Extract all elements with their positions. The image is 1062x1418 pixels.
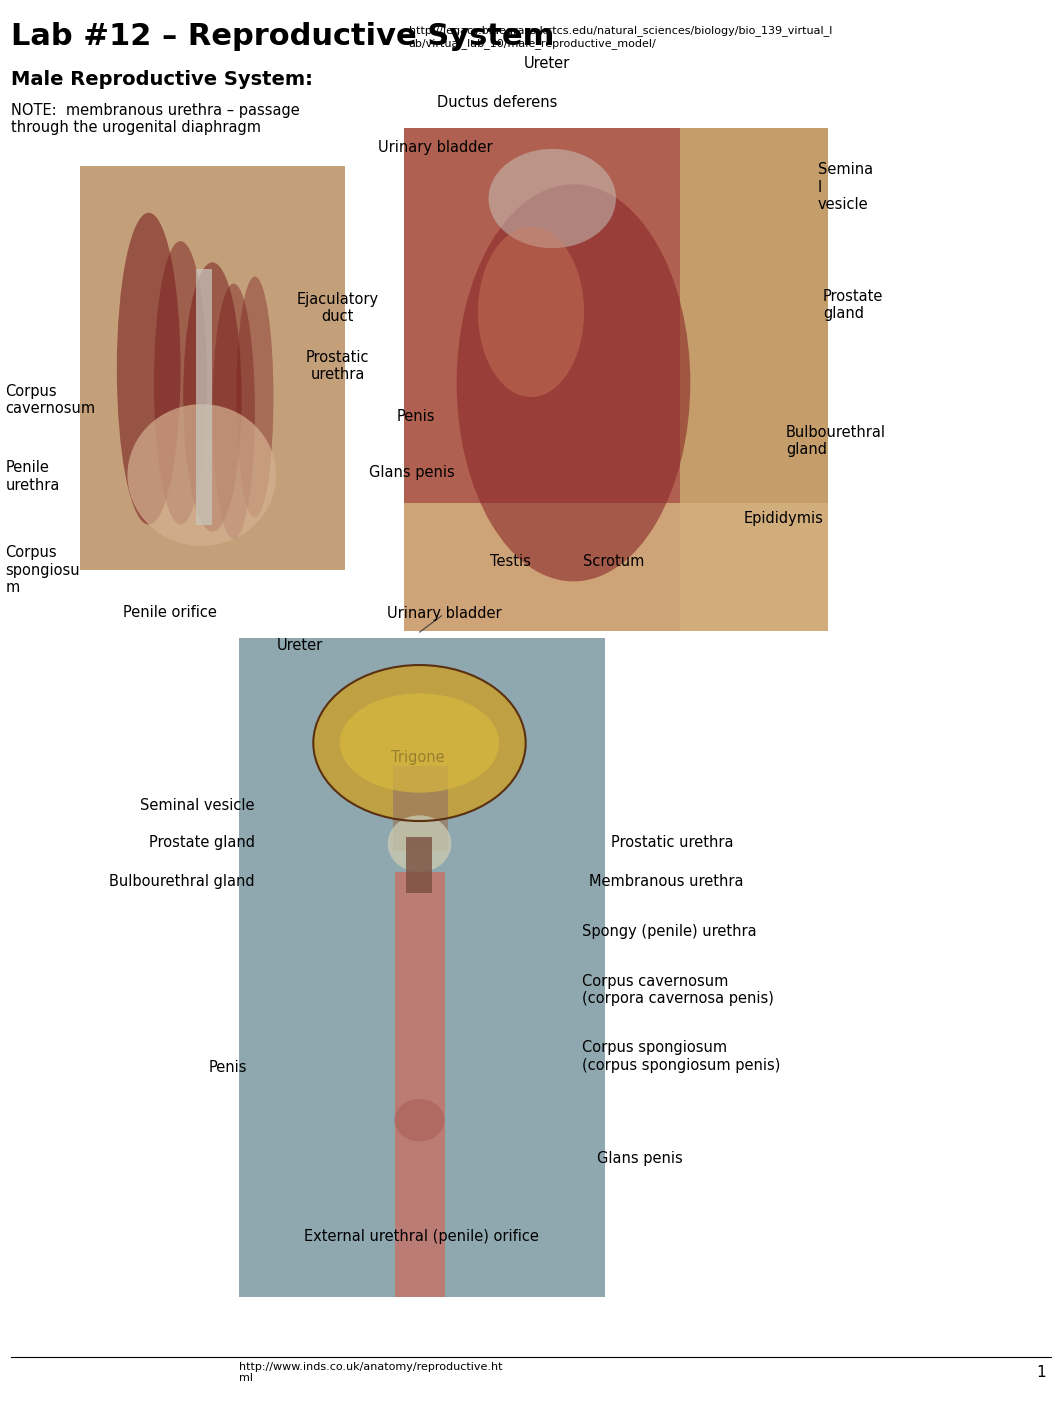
Text: Ureter: Ureter	[524, 57, 570, 71]
Text: Corpus
spongiosu
m: Corpus spongiosu m	[5, 545, 80, 596]
Text: Bulbourethral
gland: Bulbourethral gland	[786, 425, 886, 457]
Text: http://www.inds.co.uk/anatomy/reproductive.ht
ml: http://www.inds.co.uk/anatomy/reproducti…	[239, 1361, 502, 1384]
Text: http://legacy.bluegrass.kctcs.edu/natural_sciences/biology/bio_139_virtual_l
ab/: http://legacy.bluegrass.kctcs.edu/natura…	[409, 26, 833, 48]
Ellipse shape	[395, 1099, 444, 1141]
Text: Spongy (penile) urethra: Spongy (penile) urethra	[582, 925, 756, 939]
Ellipse shape	[457, 184, 690, 581]
Ellipse shape	[117, 213, 181, 525]
Ellipse shape	[340, 693, 499, 793]
Bar	[80, 166, 345, 570]
Text: Glans penis: Glans penis	[370, 465, 455, 479]
Ellipse shape	[388, 815, 451, 872]
Text: Ejaculatory
duct: Ejaculatory duct	[296, 292, 379, 323]
Text: Prostate gland: Prostate gland	[149, 835, 255, 849]
Text: Prostatic
urethra: Prostatic urethra	[306, 350, 370, 381]
Text: Ductus deferens: Ductus deferens	[436, 95, 558, 109]
Text: Scrotum: Scrotum	[583, 554, 645, 569]
Text: Lab #12 – Reproductive System: Lab #12 – Reproductive System	[11, 23, 554, 51]
Bar	[393, 766, 448, 851]
Text: NOTE:  membranous urethra – passage
through the urogenital diaphragm: NOTE: membranous urethra – passage throu…	[11, 104, 299, 135]
Bar	[404, 128, 828, 631]
Bar	[404, 503, 828, 631]
Text: Prostate
gland: Prostate gland	[823, 289, 884, 320]
Text: Penile
urethra: Penile urethra	[5, 461, 59, 492]
Text: Urinary bladder: Urinary bladder	[378, 140, 493, 155]
Text: 1: 1	[1037, 1366, 1046, 1380]
Text: External urethral (penile) orifice: External urethral (penile) orifice	[304, 1229, 539, 1244]
Text: Male Reproductive System:: Male Reproductive System:	[11, 69, 312, 89]
Bar	[680, 128, 828, 631]
Bar	[406, 837, 432, 893]
Ellipse shape	[183, 262, 242, 532]
Bar	[395, 872, 445, 1297]
Bar	[196, 269, 212, 525]
Text: Corpus cavernosum
(corpora cavernosa penis): Corpus cavernosum (corpora cavernosa pen…	[582, 974, 774, 1005]
Ellipse shape	[489, 149, 616, 248]
Text: Trigone: Trigone	[391, 750, 444, 764]
Text: Prostatic urethra: Prostatic urethra	[611, 835, 733, 849]
Text: Testis: Testis	[491, 554, 531, 569]
Ellipse shape	[154, 241, 207, 525]
Text: Glans penis: Glans penis	[597, 1151, 683, 1166]
Bar	[239, 638, 605, 1297]
Text: Epididymis: Epididymis	[743, 512, 823, 526]
Text: Urinary bladder: Urinary bladder	[387, 607, 501, 621]
Text: Membranous urethra: Membranous urethra	[589, 875, 743, 889]
Text: Seminal vesicle: Seminal vesicle	[140, 798, 255, 813]
Text: Bulbourethral gland: Bulbourethral gland	[109, 875, 255, 889]
Text: Penile orifice: Penile orifice	[123, 605, 217, 621]
Text: Semina
l
vesicle: Semina l vesicle	[818, 162, 873, 213]
Text: Penis: Penis	[397, 410, 435, 424]
Text: Ureter: Ureter	[276, 638, 323, 652]
Ellipse shape	[212, 284, 255, 539]
Ellipse shape	[236, 277, 273, 518]
Ellipse shape	[127, 404, 276, 546]
Text: Penis: Penis	[209, 1061, 247, 1075]
Ellipse shape	[478, 227, 584, 397]
Ellipse shape	[313, 665, 526, 821]
Text: Corpus spongiosum
(corpus spongiosum penis): Corpus spongiosum (corpus spongiosum pen…	[582, 1041, 781, 1072]
Text: Corpus
cavernosum: Corpus cavernosum	[5, 384, 96, 415]
